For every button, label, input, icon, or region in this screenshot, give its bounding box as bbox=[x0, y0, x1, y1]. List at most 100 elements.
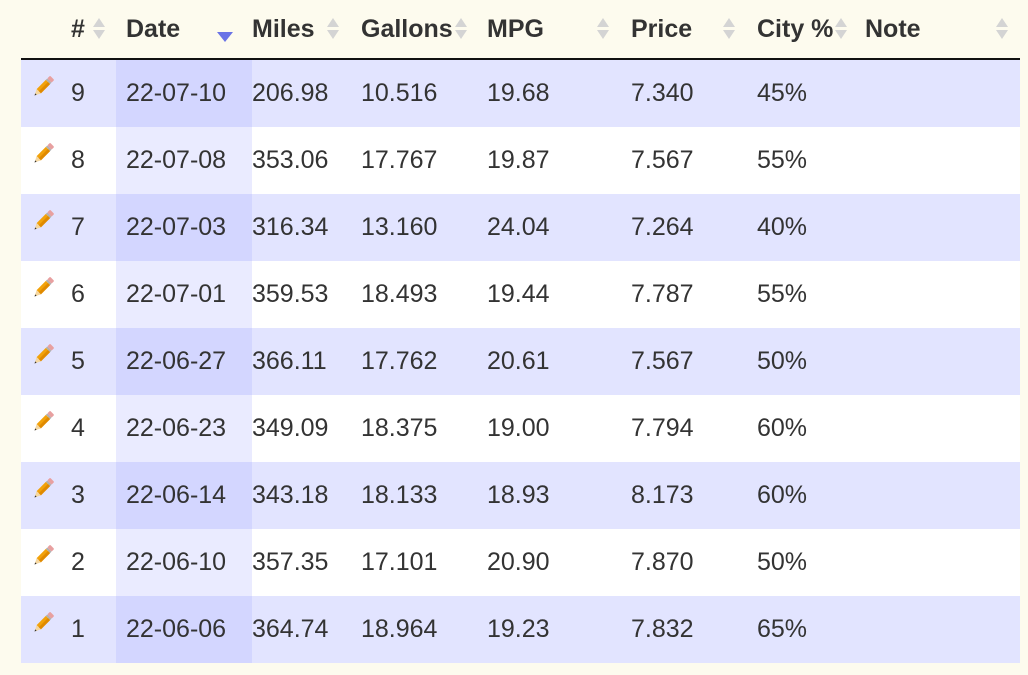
cell-gallons: 18.133 bbox=[361, 462, 487, 529]
cell-gallons: 10.516 bbox=[361, 59, 487, 127]
cell-date: 22-07-01 bbox=[116, 261, 252, 328]
table-row: 2 22-06-10 357.35 17.101 20.90 7.870 50% bbox=[21, 529, 1020, 596]
sort-both-icon[interactable] bbox=[723, 18, 735, 42]
cell-date: 22-07-10 bbox=[116, 59, 252, 127]
cell-gallons: 17.762 bbox=[361, 328, 487, 395]
cell-gallons: 17.767 bbox=[361, 127, 487, 194]
edit-cell bbox=[21, 127, 71, 194]
cell-price: 7.870 bbox=[631, 529, 757, 596]
pencil-icon[interactable] bbox=[30, 610, 56, 636]
cell-gallons: 18.493 bbox=[361, 261, 487, 328]
table-row: 7 22-07-03 316.34 13.160 24.04 7.264 40% bbox=[21, 194, 1020, 261]
cell-city: 50% bbox=[757, 328, 865, 395]
cell-city: 45% bbox=[757, 59, 865, 127]
header-row: # Date Miles Gallons MPG Price bbox=[21, 0, 1020, 60]
cell-mpg: 19.23 bbox=[487, 596, 631, 663]
cell-mpg: 19.87 bbox=[487, 127, 631, 194]
table-body: 9 22-07-10 206.98 10.516 19.68 7.340 45% 8 22-07… bbox=[21, 59, 1020, 663]
pencil-icon[interactable] bbox=[30, 208, 56, 234]
cell-num: 3 bbox=[71, 462, 116, 529]
header-date[interactable]: Date bbox=[116, 0, 252, 60]
pencil-icon[interactable] bbox=[30, 409, 56, 435]
cell-num: 4 bbox=[71, 395, 116, 462]
cell-gallons: 13.160 bbox=[361, 194, 487, 261]
edit-cell bbox=[21, 59, 71, 127]
header-num-label: # bbox=[71, 14, 85, 43]
sort-desc-icon[interactable] bbox=[217, 32, 233, 42]
sort-both-icon[interactable] bbox=[996, 18, 1008, 42]
cell-miles: 206.98 bbox=[252, 59, 361, 127]
edit-cell bbox=[21, 529, 71, 596]
header-price[interactable]: Price bbox=[631, 0, 757, 60]
pencil-icon[interactable] bbox=[30, 342, 56, 368]
pencil-icon[interactable] bbox=[30, 275, 56, 301]
cell-mpg: 20.61 bbox=[487, 328, 631, 395]
pencil-icon[interactable] bbox=[30, 543, 56, 569]
edit-cell bbox=[21, 261, 71, 328]
sort-both-icon[interactable] bbox=[597, 18, 609, 42]
pencil-icon[interactable] bbox=[30, 476, 56, 502]
cell-num: 1 bbox=[71, 596, 116, 663]
edit-cell bbox=[21, 328, 71, 395]
cell-date: 22-07-03 bbox=[116, 194, 252, 261]
cell-num: 7 bbox=[71, 194, 116, 261]
header-date-label: Date bbox=[126, 14, 181, 43]
sort-both-icon[interactable] bbox=[835, 18, 847, 42]
header-note[interactable]: Note bbox=[865, 0, 1020, 60]
header-gallons[interactable]: Gallons bbox=[361, 0, 487, 60]
header-mpg[interactable]: MPG bbox=[487, 0, 631, 60]
sort-both-icon[interactable] bbox=[327, 18, 339, 42]
cell-date: 22-06-10 bbox=[116, 529, 252, 596]
cell-price: 7.787 bbox=[631, 261, 757, 328]
cell-city: 65% bbox=[757, 596, 865, 663]
cell-price: 7.567 bbox=[631, 127, 757, 194]
cell-date: 22-06-14 bbox=[116, 462, 252, 529]
table-row: 6 22-07-01 359.53 18.493 19.44 7.787 55% bbox=[21, 261, 1020, 328]
cell-gallons: 17.101 bbox=[361, 529, 487, 596]
edit-cell bbox=[21, 596, 71, 663]
header-city-label: City % bbox=[757, 14, 834, 43]
table-row: 9 22-07-10 206.98 10.516 19.68 7.340 45% bbox=[21, 59, 1020, 127]
cell-num: 9 bbox=[71, 59, 116, 127]
cell-price: 7.567 bbox=[631, 328, 757, 395]
cell-note bbox=[865, 529, 1020, 596]
pencil-icon[interactable] bbox=[30, 74, 56, 100]
cell-city: 60% bbox=[757, 462, 865, 529]
cell-miles: 353.06 bbox=[252, 127, 361, 194]
header-city[interactable]: City % bbox=[757, 0, 865, 60]
cell-miles: 316.34 bbox=[252, 194, 361, 261]
edit-cell bbox=[21, 462, 71, 529]
header-miles[interactable]: Miles bbox=[252, 0, 361, 60]
cell-miles: 364.74 bbox=[252, 596, 361, 663]
table-row: 8 22-07-08 353.06 17.767 19.87 7.567 55% bbox=[21, 127, 1020, 194]
cell-date: 22-07-08 bbox=[116, 127, 252, 194]
cell-miles: 359.53 bbox=[252, 261, 361, 328]
edit-cell bbox=[21, 395, 71, 462]
cell-note bbox=[865, 328, 1020, 395]
table-row: 1 22-06-06 364.74 18.964 19.23 7.832 65% bbox=[21, 596, 1020, 663]
cell-num: 5 bbox=[71, 328, 116, 395]
cell-mpg: 19.00 bbox=[487, 395, 631, 462]
sort-both-icon[interactable] bbox=[455, 18, 467, 42]
cell-num: 8 bbox=[71, 127, 116, 194]
cell-date: 22-06-06 bbox=[116, 596, 252, 663]
cell-note bbox=[865, 261, 1020, 328]
cell-note bbox=[865, 462, 1020, 529]
cell-miles: 357.35 bbox=[252, 529, 361, 596]
cell-mpg: 20.90 bbox=[487, 529, 631, 596]
cell-price: 7.340 bbox=[631, 59, 757, 127]
header-price-label: Price bbox=[631, 14, 693, 43]
pencil-icon[interactable] bbox=[30, 141, 56, 167]
cell-miles: 366.11 bbox=[252, 328, 361, 395]
cell-mpg: 19.68 bbox=[487, 59, 631, 127]
header-num[interactable]: # bbox=[71, 0, 116, 60]
cell-note bbox=[865, 127, 1020, 194]
sort-both-icon[interactable] bbox=[93, 18, 105, 42]
cell-price: 7.832 bbox=[631, 596, 757, 663]
cell-num: 6 bbox=[71, 261, 116, 328]
cell-note bbox=[865, 59, 1020, 127]
cell-city: 55% bbox=[757, 261, 865, 328]
header-mpg-label: MPG bbox=[487, 14, 544, 43]
cell-miles: 349.09 bbox=[252, 395, 361, 462]
cell-city: 55% bbox=[757, 127, 865, 194]
